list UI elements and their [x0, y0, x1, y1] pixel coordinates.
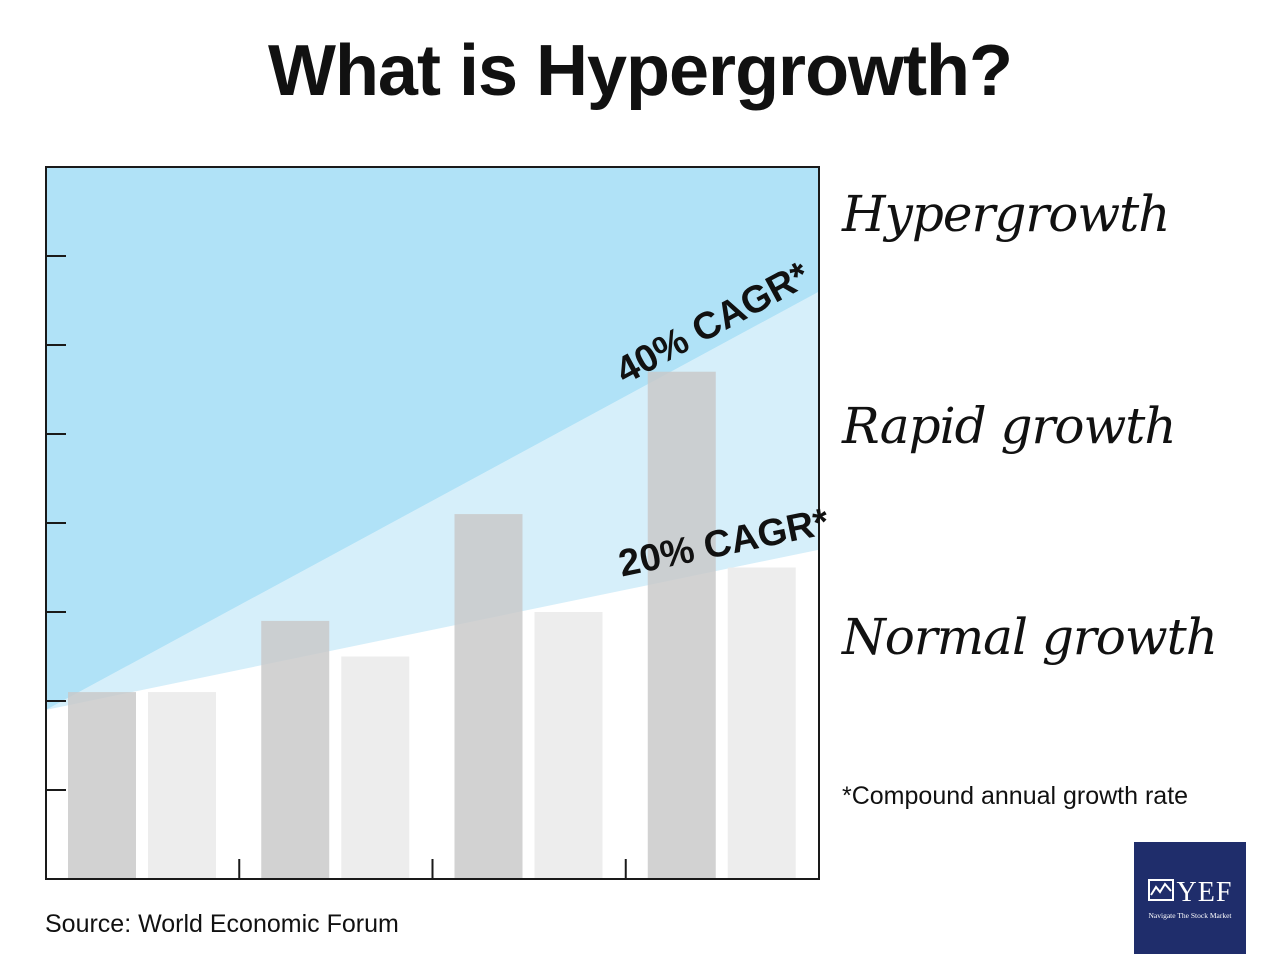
light-bar-4 — [727, 567, 796, 879]
light-bar-3 — [534, 612, 603, 879]
light-bar-2 — [341, 656, 410, 879]
yef-logo: YEF Navigate The Stock Market — [1134, 842, 1246, 954]
normal-growth-zone-label: Normal growth — [842, 608, 1218, 666]
logo-text: YEF — [1176, 876, 1233, 908]
cagr-footnote: *Compound annual growth rate — [842, 782, 1189, 810]
dark-bar-4 — [647, 371, 716, 879]
chart-line-icon — [1147, 879, 1174, 906]
rapid-growth-zone — [46, 291, 819, 710]
hypergrowth-zone-label: Hypergrowth — [842, 185, 1170, 243]
page-title: What is Hypergrowth? — [267, 31, 1013, 111]
dark-bar-3 — [454, 514, 523, 879]
rapid-growth-zone-label: Rapid growth — [842, 397, 1177, 455]
dark-bar-2 — [261, 620, 330, 879]
light-bar-1 — [148, 692, 216, 879]
hypergrowth-zone — [46, 167, 819, 710]
source-credit: Source: World Economic Forum — [45, 910, 399, 938]
logo-tagline: Navigate The Stock Market — [1148, 910, 1232, 920]
dark-bar-1 — [68, 692, 136, 879]
